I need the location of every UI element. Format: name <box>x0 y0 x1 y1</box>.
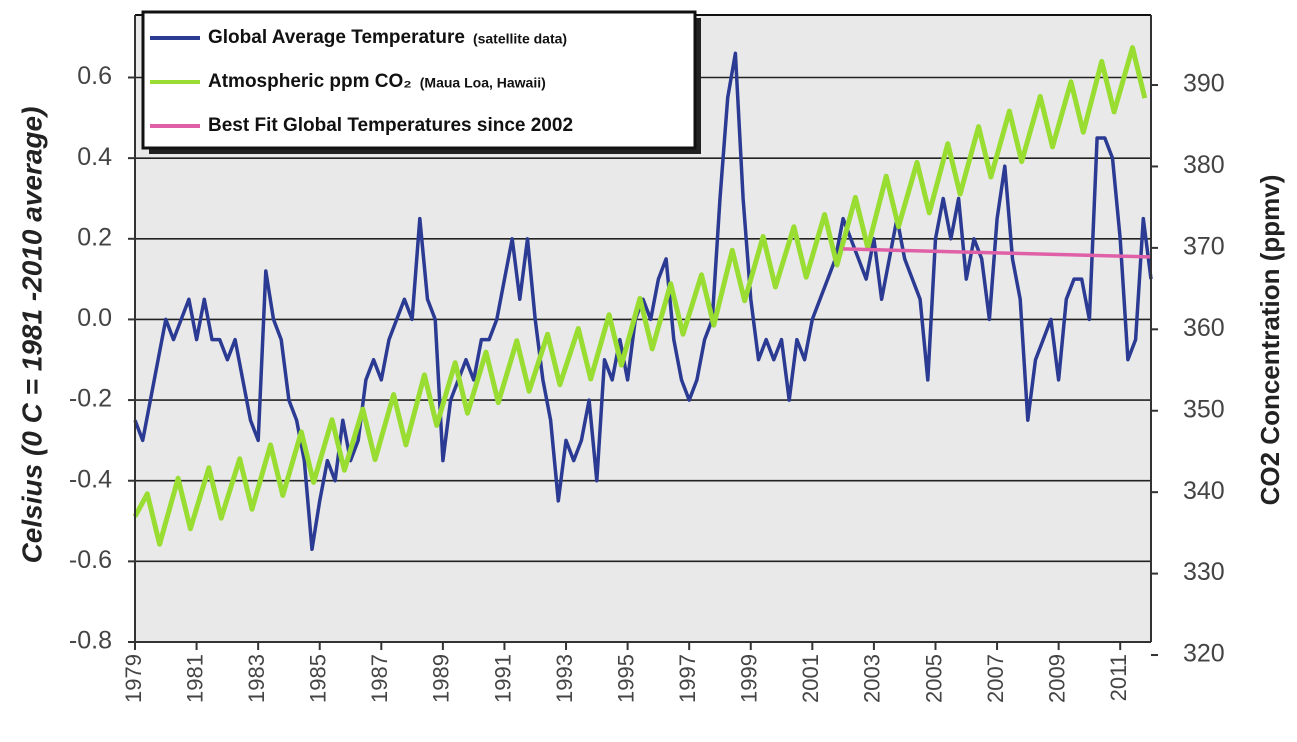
series-line <box>132 45 1148 547</box>
x-tick-label: 1987 <box>367 654 392 703</box>
x-tick-label: 1981 <box>182 654 207 703</box>
y2-tick-label: 380 <box>1183 151 1225 179</box>
x-tick-label: 2009 <box>1044 654 1069 703</box>
y-tick-label: 0.4 <box>77 143 112 171</box>
y-tick-label: -0.8 <box>69 627 112 655</box>
x-tick-label: 1991 <box>490 654 515 703</box>
legend-label: Best Fit Global Temperatures since 2002 <box>208 115 573 136</box>
x-tick-label: 2011 <box>1106 654 1131 701</box>
y-tick-label: -0.2 <box>69 385 112 413</box>
y2-axis-title: CO2 Concentration (ppmv) <box>1255 175 1285 506</box>
y-tick-label: 0.6 <box>77 62 112 90</box>
x-tick-label: 1979 <box>121 654 146 703</box>
y2-tick-label: 320 <box>1183 640 1225 668</box>
x-tick-label: 1985 <box>306 654 331 703</box>
legend-box <box>141 10 697 150</box>
x-tick-label: 2005 <box>921 654 946 703</box>
series-line <box>843 247 1152 259</box>
y2-tick-label: 370 <box>1183 232 1225 260</box>
legend-detail: (satellite data) <box>473 31 567 47</box>
y2-tick-label: 390 <box>1183 70 1225 98</box>
y2-tick-label: 340 <box>1183 477 1225 505</box>
x-tick-label: 1999 <box>737 654 762 703</box>
x-tick-label: 2007 <box>983 654 1008 703</box>
x-tick-label: 2001 <box>798 654 823 703</box>
x-tick-label: 1983 <box>244 654 269 703</box>
x-tick-label: 1995 <box>613 654 638 703</box>
x-tick-label: 2003 <box>860 654 885 703</box>
y-tick-label: -0.4 <box>69 465 112 493</box>
y-tick-label: 0.2 <box>77 223 112 251</box>
y-axis-title: Celsius (0 C = 1981 -2010 average) <box>16 107 47 564</box>
legend-label: Atmospheric ppm CO₂ <box>208 71 412 92</box>
y2-tick-label: 330 <box>1183 558 1225 586</box>
x-tick-label: 1993 <box>552 654 577 703</box>
x-tick-label: 1997 <box>675 654 700 703</box>
x-tick-label: 1989 <box>429 654 454 703</box>
lines <box>132 45 1153 552</box>
series-line <box>133 51 1153 552</box>
y2-tick-label: 360 <box>1183 314 1225 342</box>
y2-tick-label: 350 <box>1183 395 1225 423</box>
legend-label: Global Average Temperature <box>208 27 465 48</box>
y-tick-label: -0.6 <box>69 546 112 574</box>
legend: Global Average Temperature (satellite dat… <box>150 27 573 136</box>
y-tick-label: 0.0 <box>77 304 112 332</box>
legend-detail: (Maua Loa, Hawaii) <box>420 75 546 91</box>
